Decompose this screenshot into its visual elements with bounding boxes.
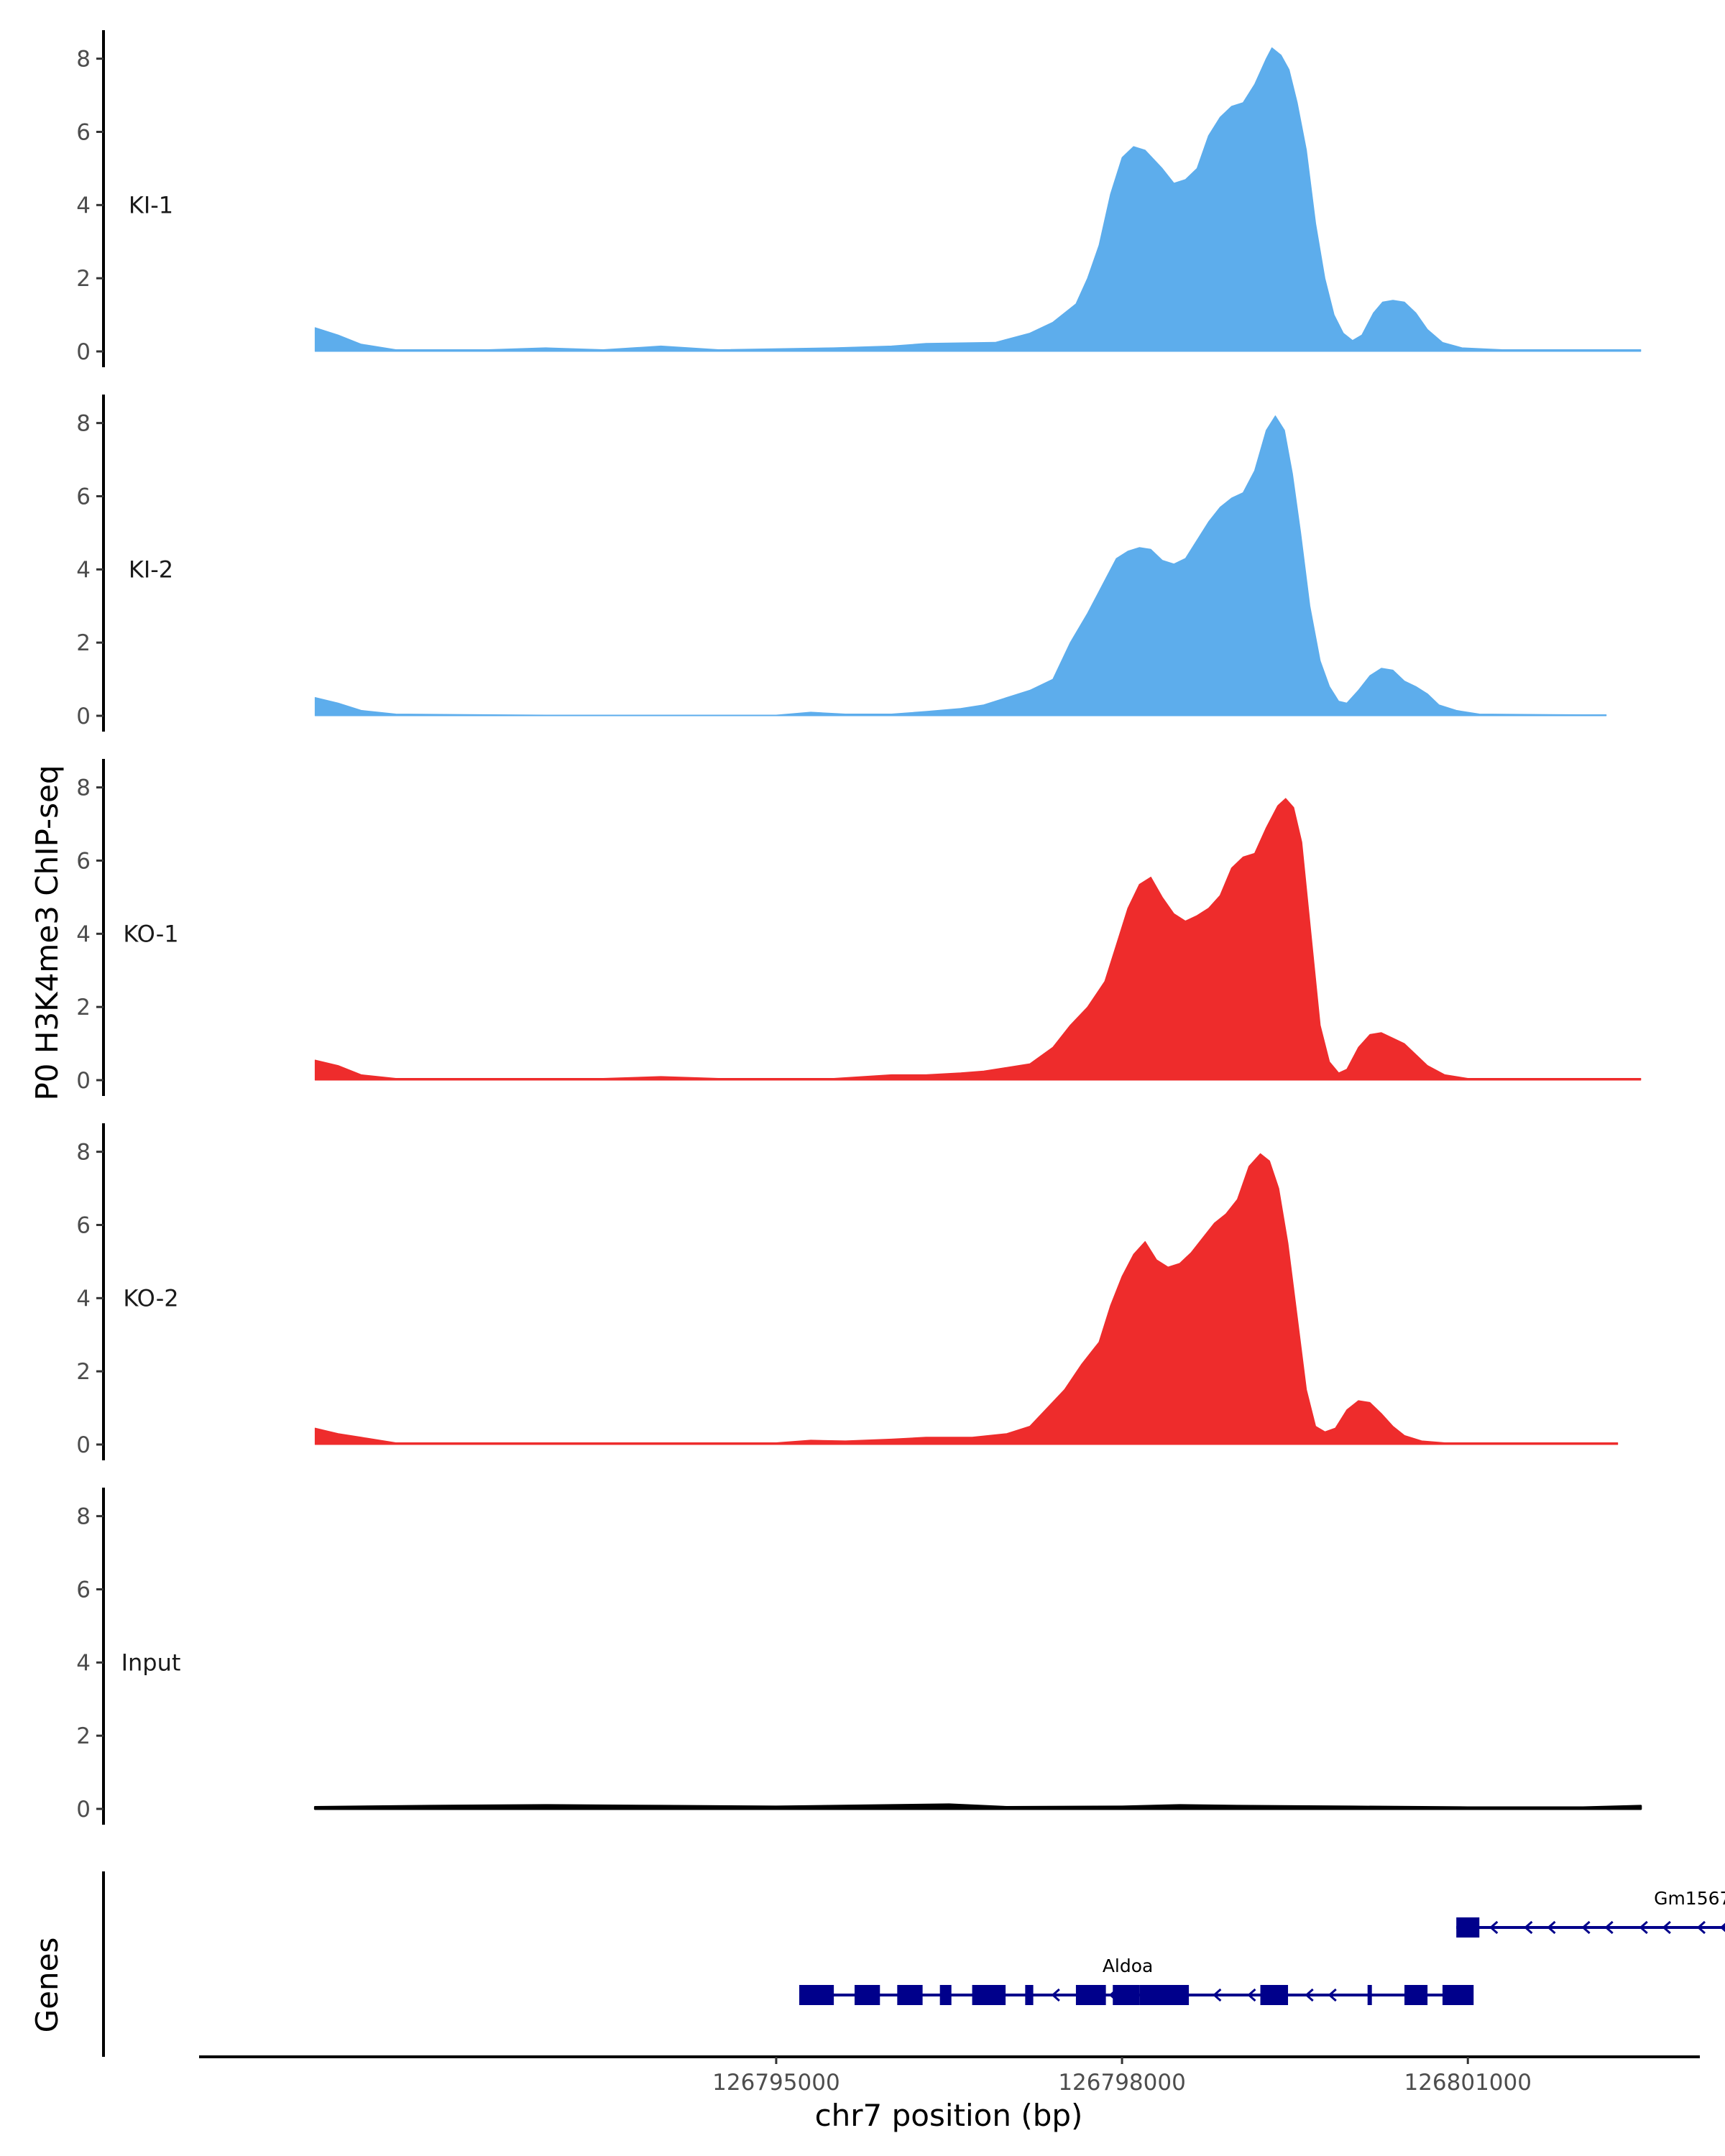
- gene-aldoa: Aldoa: [799, 1955, 1474, 2005]
- x-axis: 126795000 126798000 126801000: [199, 2055, 1700, 2096]
- y-tick-label: 6: [76, 1212, 91, 1238]
- strand-arrow: [1524, 1920, 1533, 1935]
- coverage-area-input: [313, 1803, 1642, 1810]
- y-tick-label: 2: [76, 1359, 91, 1385]
- x-tick-label: 126801000: [1404, 2070, 1532, 2096]
- gene-exon: [1025, 1985, 1034, 2005]
- gene-gm15676: Gm15676: [1456, 1888, 1725, 1938]
- strand-arrow: [1247, 1988, 1256, 2002]
- strand-arrow: [1328, 1988, 1337, 2002]
- gene-exon: [1260, 1985, 1289, 2005]
- y-tick-label: 4: [76, 921, 91, 947]
- gene-exon: [1367, 1985, 1372, 2005]
- coverage-area-ki-1: [314, 47, 1642, 352]
- y-tick-label: 0: [76, 1432, 91, 1458]
- y-tick-label: 6: [76, 848, 91, 874]
- strand-arrow: [1305, 1988, 1314, 2002]
- track-panel-input: 0 2 4 6 8 Input: [76, 1488, 1642, 1825]
- strand-arrow: [1604, 1920, 1614, 1935]
- y-tick-label: 8: [76, 47, 91, 73]
- track-label: KO-2: [123, 1284, 178, 1312]
- gene-exon: [972, 1985, 1006, 2005]
- strand-arrow: [1051, 1988, 1060, 2002]
- y-tick-label: 6: [76, 484, 91, 510]
- track-label: KO-1: [123, 920, 178, 947]
- y-tick-label: 8: [76, 775, 91, 801]
- y-tick-label: 6: [76, 119, 91, 145]
- y-tick-label: 2: [76, 995, 91, 1021]
- y-tick-label: 4: [76, 557, 91, 583]
- y-tick-label: 0: [76, 1068, 91, 1094]
- strand-arrow: [1581, 1920, 1591, 1935]
- y-tick-label: 4: [76, 1286, 91, 1312]
- gene-exon: [799, 1985, 834, 2005]
- y-tick-label: 8: [76, 1140, 91, 1166]
- gene-exon: [1075, 1985, 1106, 2005]
- coverage-area-ko-1: [314, 798, 1642, 1081]
- gene-name-label: Aldoa: [1103, 1955, 1154, 1976]
- track-panel-ko-2: 0 2 4 6 8 KO-2: [76, 1123, 1619, 1460]
- track-label: KI-1: [129, 191, 173, 218]
- strand-arrow: [1639, 1920, 1648, 1935]
- gene-exon: [939, 1985, 952, 2005]
- gene-exon: [1404, 1985, 1428, 2005]
- strand-arrow: [1489, 1920, 1499, 1935]
- y-tick-label: 4: [76, 1650, 91, 1676]
- coverage-tracks: 0 2 4 6 8 KI-1 0 2 4 6 8 KI-2 0 2 4 6 8 KO-1 0 2 4 6 8 KO-2 0 2 4 6…: [76, 30, 1642, 1825]
- strand-arrow: [1154, 1988, 1164, 2002]
- y-tick-label: 2: [76, 266, 91, 292]
- y-tick-label: 0: [76, 339, 91, 365]
- strand-arrow: [1662, 1920, 1671, 1935]
- y-tick-label: 0: [76, 704, 91, 729]
- gene-exon: [1113, 1985, 1140, 2005]
- track-label: Input: [121, 1649, 181, 1676]
- y-tick-label: 2: [76, 630, 91, 656]
- strand-arrow: [1696, 1920, 1706, 1935]
- strand-arrow: [1547, 1920, 1556, 1935]
- y-tick-label: 0: [76, 1797, 91, 1823]
- y-tick-label: 8: [76, 411, 91, 437]
- y-tick-label: 4: [76, 193, 91, 218]
- track-panel-ki-2: 0 2 4 6 8 KI-2: [76, 395, 1607, 732]
- gene-annotation-track: Aldoa Gm15676: [102, 1871, 1725, 2057]
- track-panel-ko-1: 0 2 4 6 8 KO-1: [76, 759, 1642, 1096]
- y-tick-label: 8: [76, 1504, 91, 1530]
- coverage-area-ki-2: [314, 415, 1607, 717]
- strand-arrow: [1108, 1988, 1118, 2002]
- y-tick-label: 2: [76, 1723, 91, 1749]
- strand-arrow: [1719, 1922, 1725, 1932]
- gene-name-label: Gm15676: [1654, 1888, 1725, 1909]
- track-label: KI-2: [129, 556, 173, 583]
- x-tick-label: 126798000: [1058, 2070, 1186, 2096]
- gene-exon: [1456, 1917, 1480, 1938]
- gene-exon: [1139, 1985, 1190, 2005]
- x-tick-label: 126795000: [712, 2070, 840, 2096]
- gene-exon: [854, 1985, 880, 2005]
- y-axis-title: P0 H3K4me3 ChIP-seq: [29, 765, 65, 1100]
- y-tick-label: 6: [76, 1577, 91, 1603]
- x-axis-title: chr7 position (bp): [815, 2098, 1083, 2133]
- gene-exon: [897, 1985, 923, 2005]
- gene-exon: [1442, 1985, 1474, 2005]
- genes-axis-title: Genes: [29, 1938, 65, 2033]
- coverage-area-ko-2: [314, 1153, 1619, 1445]
- track-panel-ki-1: 0 2 4 6 8 KI-1: [76, 30, 1642, 367]
- strand-arrow: [1213, 1988, 1222, 2002]
- strand-arrow: [982, 1988, 991, 2002]
